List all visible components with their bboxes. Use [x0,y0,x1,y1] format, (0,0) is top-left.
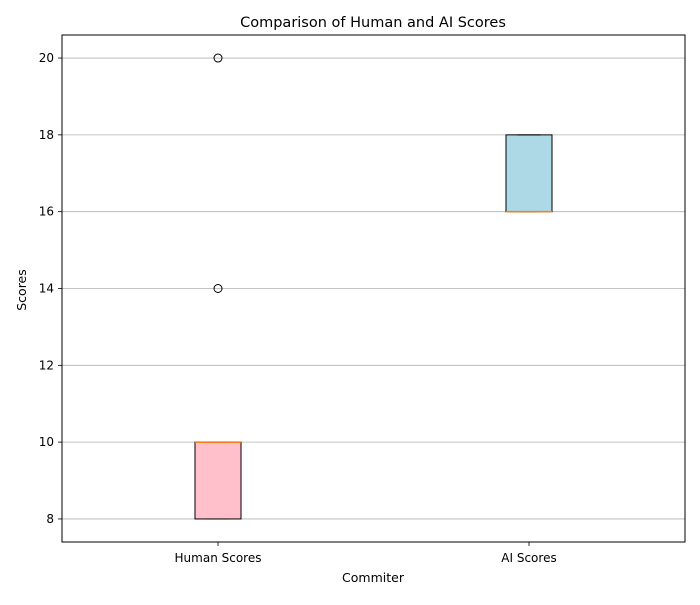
y-tick-label: 12 [39,358,54,372]
y-tick-label: 8 [46,512,54,526]
x-axis-ticks: Human Scores AI Scores [175,542,557,565]
x-tick-label: Human Scores [175,551,262,565]
y-tick-label: 20 [39,51,54,65]
y-tick-label: 16 [39,205,54,219]
y-axis-ticks: 8 10 12 14 16 18 20 [39,51,62,526]
y-tick-label: 18 [39,128,54,142]
outlier-point [213,53,223,63]
box-body [505,134,553,213]
box-group [505,134,553,213]
box-body [194,441,242,520]
chart-title: Comparison of Human and AI Scores [240,15,506,31]
grid-lines [62,57,685,520]
x-tick-label: AI Scores [501,551,556,565]
y-tick-label: 14 [39,282,54,296]
box-group [194,53,242,520]
y-axis-label: Scores [14,269,29,311]
outlier-point [213,284,223,293]
x-axis-label: Commiter [342,570,405,585]
y-tick-label: 10 [39,435,54,449]
boxes-layer [194,53,553,520]
